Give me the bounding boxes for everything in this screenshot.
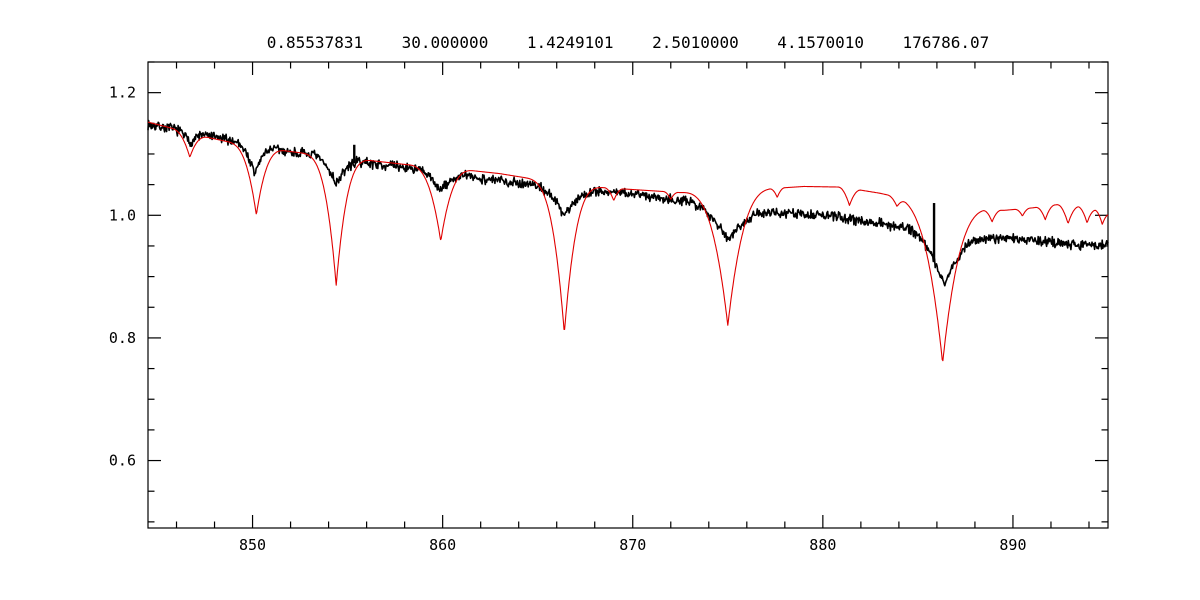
y-tick-label: 0.8 [109,329,136,347]
observed-spectrum-line [147,119,1109,287]
y-tick-label: 0.6 [109,452,136,470]
x-tick-label: 870 [619,536,646,554]
x-tick-label: 880 [809,536,836,554]
y-tick-label: 1.2 [109,84,136,102]
plot-frame [147,61,1109,529]
y-tick-label: 1.0 [109,206,136,224]
x-tick-label: 850 [239,536,266,554]
x-tick-label: 860 [429,536,456,554]
x-tick-label: 890 [999,536,1026,554]
model-spectrum-line [147,121,1109,362]
plot-title: 0.85537831 30.000000 1.4249101 2.5010000… [266,33,990,52]
